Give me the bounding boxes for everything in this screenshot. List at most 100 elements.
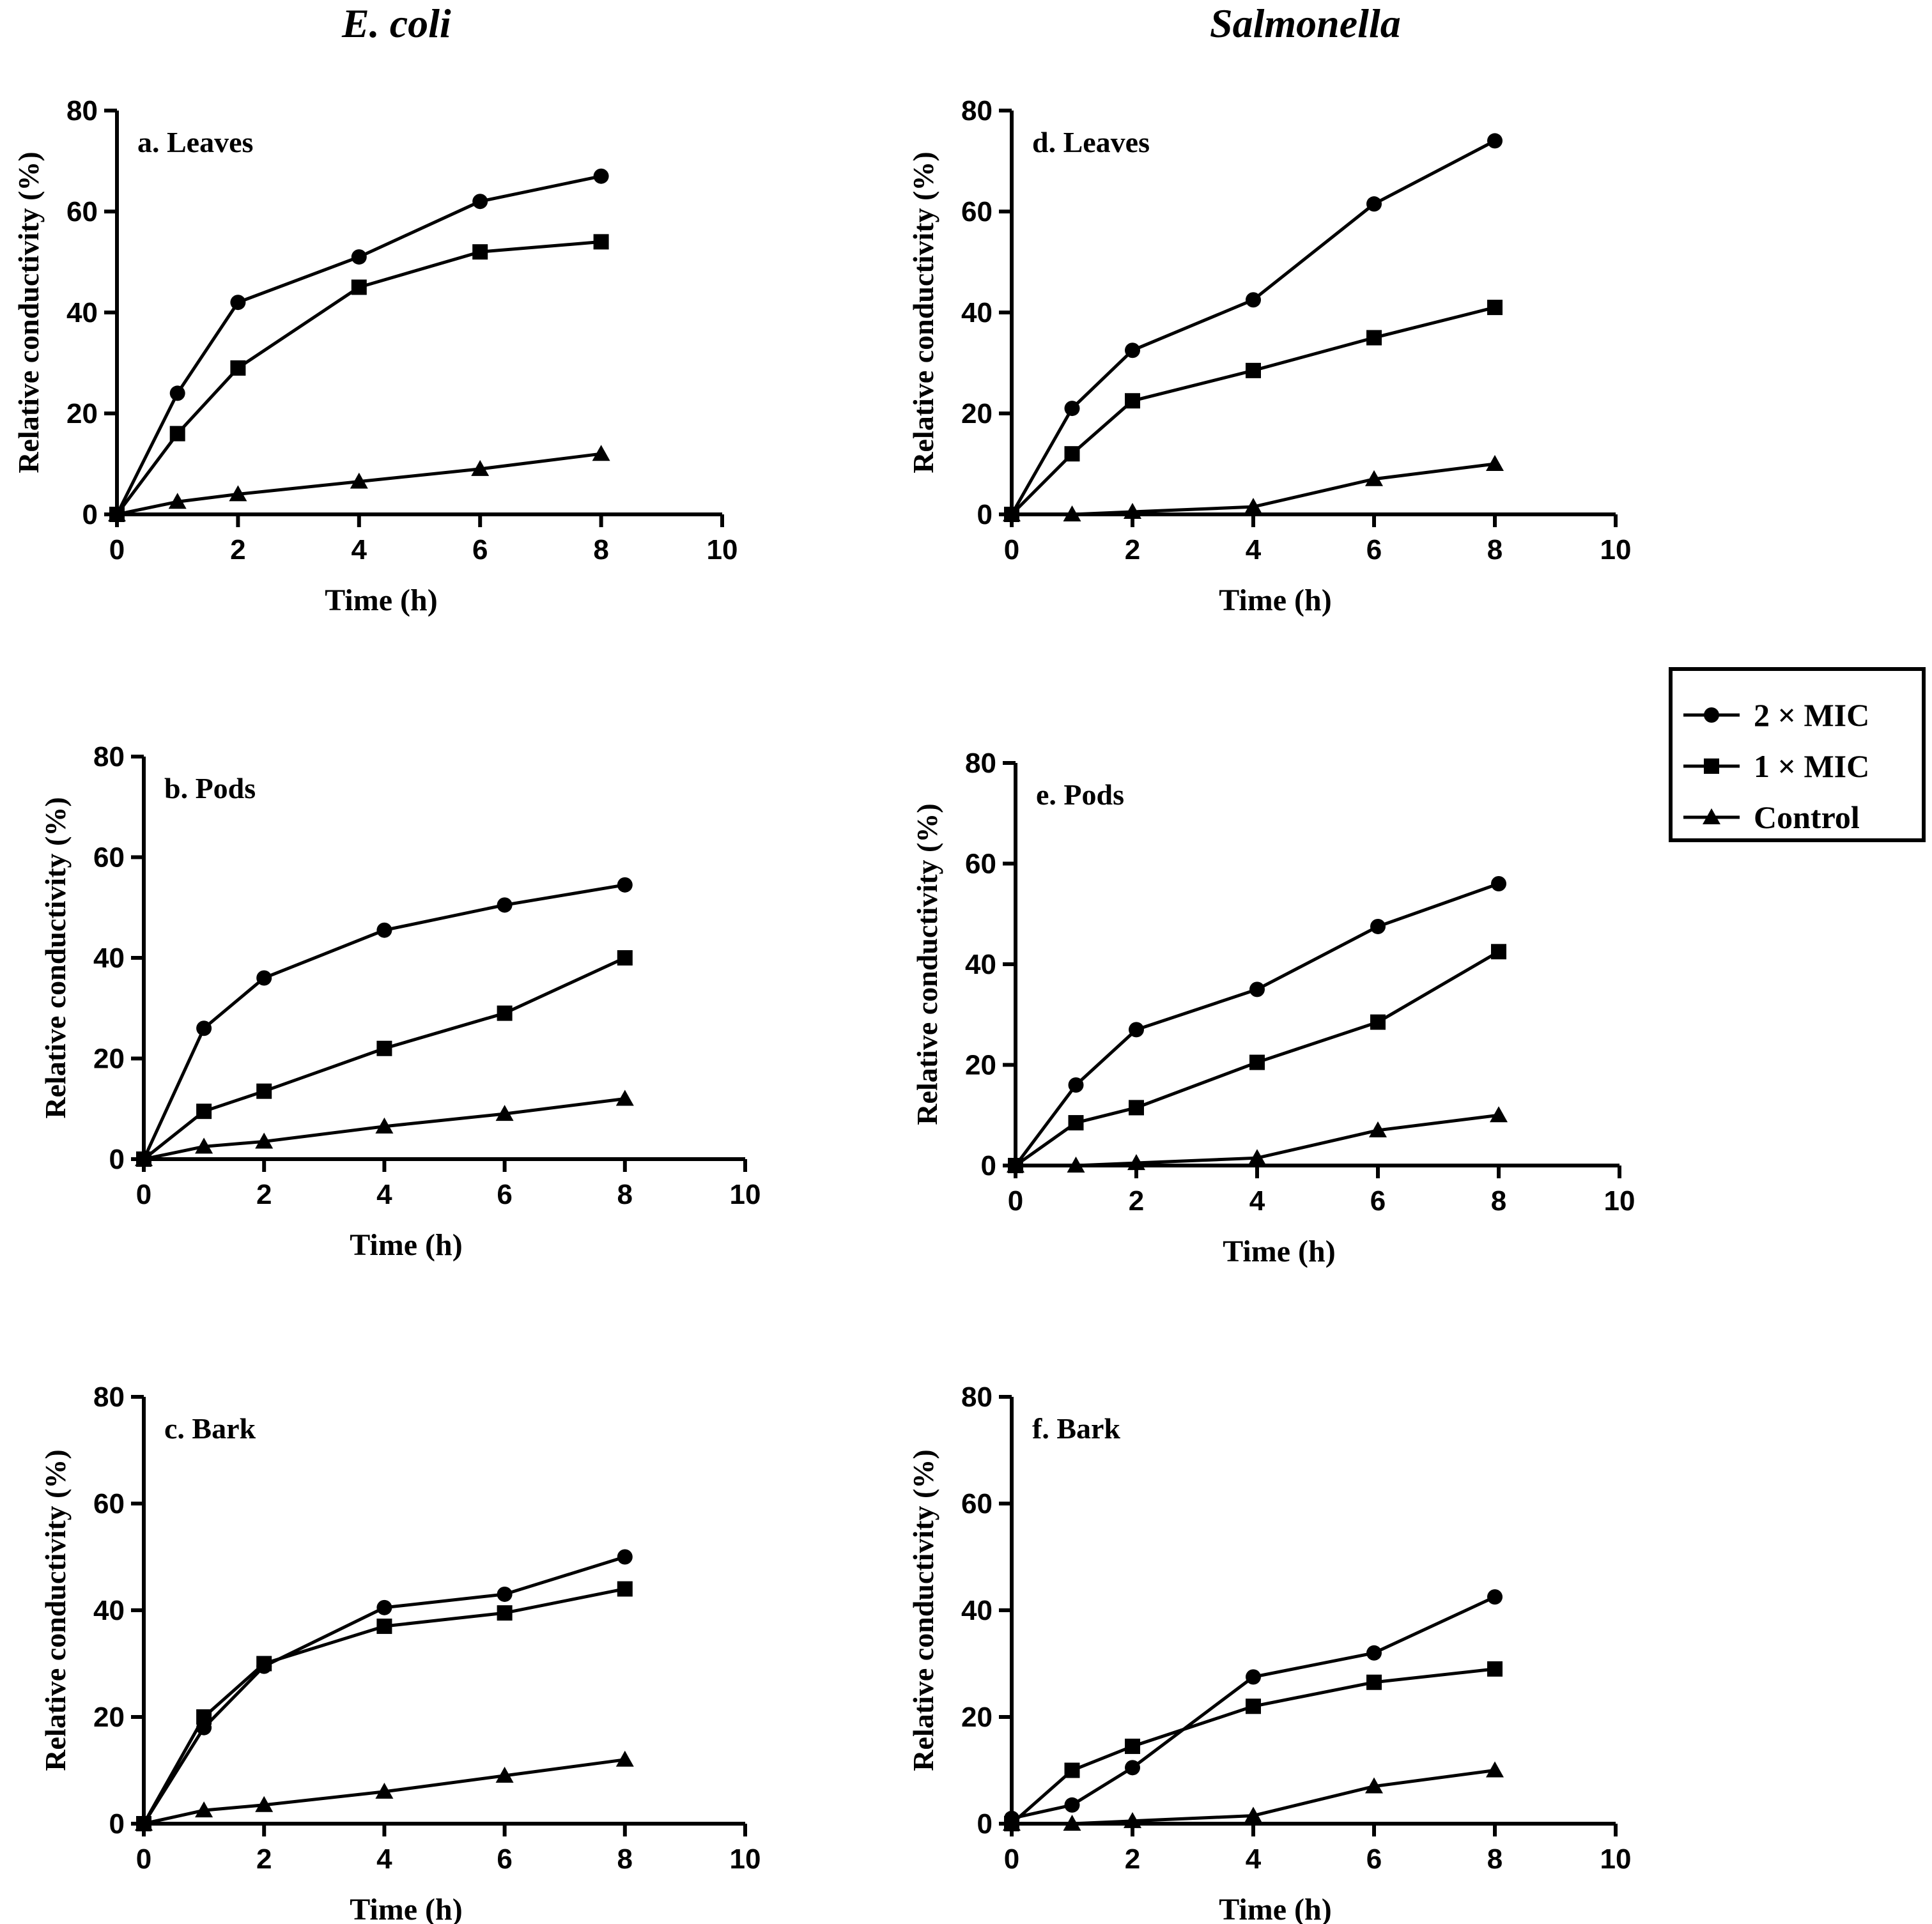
chart-f-series-0-point-2 — [1125, 1760, 1140, 1776]
chart-f-series-0-point-3 — [1246, 1669, 1261, 1685]
chart-a-series-1-line — [115, 240, 601, 516]
chart-c-series-1-point-4 — [497, 1605, 513, 1621]
chart-b-series-0-point-1 — [196, 1020, 212, 1036]
chart-a-ytick-label-0: 0 — [82, 499, 98, 530]
chart-a-series-0-point-4 — [472, 194, 488, 210]
column-title-salmonella: Salmonella — [1210, 1, 1401, 46]
chart-f-series-1-point-1 — [1064, 1762, 1080, 1778]
chart-c-series-1-line — [142, 1587, 626, 1825]
chart-f-series-1-line — [1010, 1667, 1495, 1825]
chart-d-series-1-point-5 — [1487, 300, 1503, 316]
chart-c-ytick-label-1: 20 — [93, 1702, 125, 1733]
chart-c-series-2-point-0 — [135, 1815, 153, 1831]
chart-e-xtick-label-2: 4 — [1249, 1185, 1265, 1217]
chart-e-ytick-label-0: 0 — [981, 1150, 996, 1181]
chart-b-series-2-point-0 — [135, 1150, 153, 1166]
chart-b-ytick-label-1: 20 — [93, 1043, 125, 1075]
chart-c-xtick-label-2: 4 — [376, 1843, 392, 1875]
legend-label-2: Control — [1754, 799, 1860, 835]
chart-e-series-0-point-4 — [1370, 918, 1386, 934]
chart-c-series-1-point-3 — [376, 1619, 392, 1635]
chart-e-series-0-point-5 — [1491, 876, 1506, 891]
chart-b-series-1-line — [143, 956, 626, 1160]
chart-e-series-2-point-5 — [1490, 1106, 1508, 1123]
chart-f-series-2-point-1 — [1063, 1815, 1081, 1831]
chart-e-series-1-point-4 — [1370, 1014, 1386, 1030]
chart-f-series-2-line — [1012, 1769, 1495, 1826]
chart-c-series-0-line — [142, 1555, 626, 1825]
chart-d-ytick-label-2: 40 — [961, 297, 993, 328]
chart-b-xtick-label-1: 2 — [256, 1179, 272, 1210]
chart-f-ytick-label-4: 80 — [961, 1381, 993, 1413]
chart-e-xtick-label-3: 6 — [1370, 1185, 1386, 1217]
chart-d-series-0-point-1 — [1064, 401, 1080, 417]
chart-c-xtick-label-1: 2 — [256, 1843, 272, 1875]
chart-c-series-2-line — [143, 1758, 626, 1826]
chart-a-series-1-point-4 — [472, 244, 488, 260]
chart-f-ytick-label-2: 40 — [961, 1595, 993, 1626]
chart-d-ytick-label-0: 0 — [977, 499, 993, 530]
chart-f-ylabel: Relative conductivity (%) — [907, 1449, 939, 1771]
chart-b-series-1-point-4 — [497, 1005, 513, 1021]
chart-b-ytick-label-3: 60 — [93, 842, 125, 873]
chart-a-series-2-point-3 — [350, 472, 368, 489]
chart-c-xtick-label-4: 8 — [617, 1843, 633, 1875]
chart-d-series-0-line — [1010, 139, 1496, 516]
chart-e-ytick-label-2: 40 — [965, 949, 996, 980]
chart-e-xtick-label-1: 2 — [1129, 1185, 1144, 1217]
chart-b-series-0-point-3 — [376, 922, 392, 938]
chart-c-series-2-point-4 — [495, 1766, 514, 1783]
chart-a-ytick-label-4: 80 — [66, 95, 98, 127]
chart-b-xtick-label-2: 4 — [376, 1179, 392, 1210]
chart-b-series-0-point-5 — [617, 877, 633, 893]
chart-e-series-2-point-3 — [1248, 1149, 1266, 1166]
chart-a-ytick-label-1: 20 — [66, 398, 98, 429]
chart-f-series-0-point-1 — [1064, 1797, 1080, 1813]
chart-c-ytick-label-4: 80 — [93, 1381, 125, 1413]
chart-e-ytick-label-1: 20 — [965, 1050, 996, 1081]
chart-f-series-2-point-4 — [1365, 1777, 1383, 1794]
chart-a-series-0-line — [115, 174, 602, 516]
chart-c-series-1-point-1 — [196, 1709, 212, 1725]
chart-f-series-2-point-5 — [1486, 1761, 1504, 1778]
chart-e-series-2-point-4 — [1369, 1121, 1387, 1137]
chart-f-series-2-point-2 — [1124, 1812, 1141, 1828]
chart-d-series-2-point-1 — [1063, 505, 1081, 521]
chart-c-xlabel: Time (h) — [350, 1893, 462, 1924]
chart-c-ytick-label-2: 40 — [93, 1595, 125, 1626]
chart-c-ytick-label-0: 0 — [109, 1808, 125, 1840]
chart-c-series-0-point-3 — [376, 1599, 392, 1615]
chart-e-ytick-label-4: 80 — [965, 748, 996, 779]
chart-d-series-2-point-0 — [1003, 505, 1021, 521]
chart-d-series-1-point-1 — [1064, 446, 1080, 462]
chart-f-ytick-label-3: 60 — [961, 1488, 993, 1520]
chart-a-series-0-point-2 — [230, 295, 246, 311]
chart-f-series-0-line — [1011, 1595, 1496, 1820]
chart-e-series-1-point-5 — [1491, 944, 1506, 960]
chart-b-series-2-point-4 — [495, 1105, 514, 1121]
chart-b-xtick-label-3: 6 — [497, 1179, 512, 1210]
chart-c-series-2-point-2 — [255, 1796, 274, 1812]
chart-d-series-1-line — [1010, 305, 1495, 516]
chart-e-xtick-label-5: 10 — [1604, 1185, 1635, 1217]
chart-a-ytick-label-3: 60 — [66, 196, 98, 227]
chart-e-series-2-point-1 — [1067, 1157, 1085, 1173]
chart-f-series-1-point-3 — [1246, 1698, 1261, 1714]
chart-d-series-2-point-2 — [1124, 503, 1141, 519]
chart-b-series-1-point-2 — [256, 1083, 272, 1099]
chart-f-series-2-point-0 — [1003, 1815, 1021, 1831]
chart-c-xtick-label-5: 10 — [730, 1843, 761, 1875]
chart-c-series-1-point-2 — [256, 1656, 272, 1672]
chart-a-xtick-label-5: 10 — [707, 534, 738, 566]
chart-a-series-1-point-2 — [230, 360, 246, 376]
chart-a-series-0-point-5 — [593, 168, 609, 184]
legend-marker-2 — [1703, 808, 1720, 824]
chart-d-series-2-point-3 — [1244, 498, 1262, 514]
chart-d-xtick-label-2: 4 — [1246, 534, 1262, 566]
chart-d-series-2-line — [1012, 462, 1495, 516]
legend-marker-0 — [1704, 707, 1719, 723]
chart-b-ytick-label-4: 80 — [93, 741, 125, 773]
chart-e-series-1-line — [1014, 950, 1500, 1167]
chart-d-xtick-label-0: 0 — [1004, 534, 1019, 566]
